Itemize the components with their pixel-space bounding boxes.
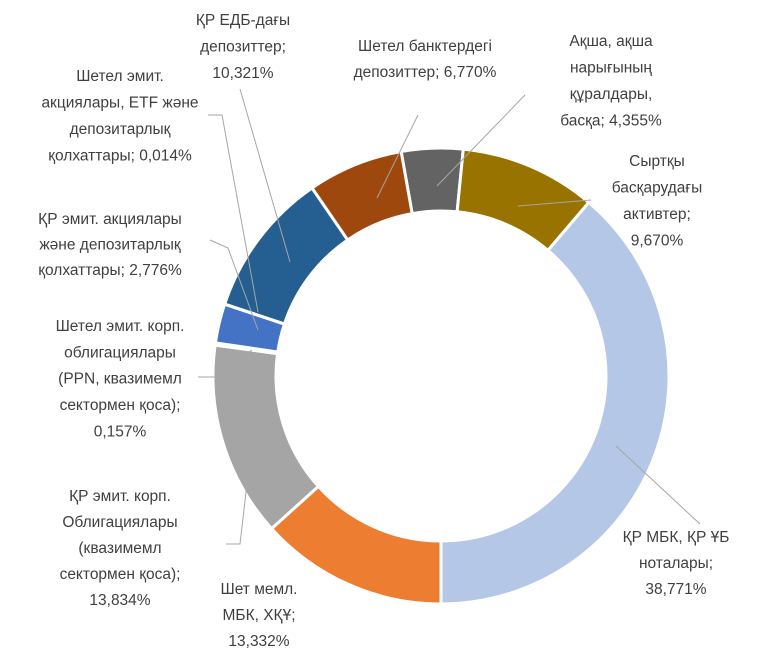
label-line: ҚР МБК, ҚР ҰБ xyxy=(623,529,730,546)
slice-label: Шетел эмит. корп. облигациялары (PPN, кваз… xyxy=(56,318,185,414)
label-line: депозиттер; xyxy=(200,39,286,56)
slice-label: ҚР ЕДБ-дағы депозиттер; xyxy=(196,12,290,56)
slice-label: Сыртқы басқарудағы активтер; xyxy=(612,153,702,223)
label-line: сектормен қоса); xyxy=(60,566,181,583)
label-line: ноталары; xyxy=(639,555,713,572)
slice-label: Ақша, ақша нарығының құралдары, басқа; 4,35… xyxy=(560,33,662,130)
leader-line xyxy=(226,474,249,545)
slice-label: Шетел банктердегі депозиттер; 6,770% xyxy=(354,38,497,81)
slice-label: Шетел эмит. акциялары, ETF және депозитарл… xyxy=(41,68,198,165)
label-line: Шетел эмит. корп. xyxy=(56,318,185,335)
slice-label: Шет мемл. МБК, ХҚҰ; xyxy=(220,581,297,624)
value-label: 38,771% xyxy=(645,581,706,598)
value-label: 13,834% xyxy=(89,592,150,609)
label-line: облигациялары xyxy=(64,344,176,361)
label-line: басқа; xyxy=(560,113,609,130)
donut-slice xyxy=(211,343,321,531)
leader-line xyxy=(209,239,259,331)
leader-line xyxy=(376,114,419,199)
label-line: акциялары, ETF және xyxy=(41,95,198,112)
leader-line xyxy=(615,445,701,525)
value-label: 6,770% xyxy=(444,64,497,81)
label-line: Облигациялары xyxy=(62,514,177,531)
label-line: Шетел эмит. xyxy=(76,68,164,85)
label-line: басқарудағы xyxy=(612,180,702,197)
label-line: нарығының xyxy=(570,60,652,77)
value-label: 0,157% xyxy=(94,423,147,440)
label-line: қолхаттары; xyxy=(48,148,139,165)
label-line: депозитарлық xyxy=(70,121,171,138)
donut-slice xyxy=(309,149,414,243)
leader-line xyxy=(436,94,526,187)
label-line: сектормен қоса); xyxy=(60,397,181,414)
label-line: (квазимемл xyxy=(78,540,161,557)
label-line: депозиттер; xyxy=(354,64,444,81)
label-line: МБК, ХҚҰ; xyxy=(222,607,295,624)
leader-line xyxy=(517,199,592,207)
label-line: активтер; xyxy=(623,206,691,223)
label-line: (PPN, квазимемл xyxy=(58,371,182,388)
label-line: қолхаттары; xyxy=(38,262,129,279)
value-label: 2,776% xyxy=(129,262,182,279)
label-line: құралдары, xyxy=(570,86,653,103)
label-line: және депозитарлық xyxy=(39,237,181,254)
leader-line xyxy=(198,349,253,378)
label-line: ҚР эмит. акциялары xyxy=(38,211,182,228)
donut-slice xyxy=(439,200,671,606)
value-label: 9,670% xyxy=(631,233,684,250)
label-line: ҚР эмит. корп. xyxy=(69,488,171,505)
slice-label: ҚР МБК, ҚР ҰБ ноталары; xyxy=(623,529,730,572)
leader-line xyxy=(239,88,291,263)
label-line: Шетел банктердегі xyxy=(358,38,492,55)
slice-label: ҚР эмит. корп. Облигациялары (квазимемл сек… xyxy=(60,488,181,583)
label-line: Сыртқы xyxy=(629,153,685,170)
value-label: 4,355% xyxy=(609,113,662,130)
value-label: 0,014% xyxy=(139,148,192,165)
label-line: ҚР ЕДБ-дағы xyxy=(196,12,290,29)
value-label: 13,332% xyxy=(228,633,289,650)
leader-line xyxy=(208,114,259,313)
label-line: Шет мемл. xyxy=(220,581,297,598)
label-line: Ақша, ақша xyxy=(569,33,653,50)
value-label: 10,321% xyxy=(212,65,273,82)
slice-label: ҚР эмит. акциялары және депозитарлық қолха… xyxy=(38,211,182,279)
